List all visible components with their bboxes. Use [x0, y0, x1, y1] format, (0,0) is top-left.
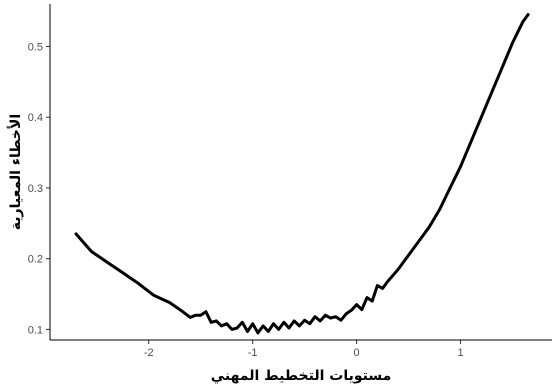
y-axis-ticks: 0.1 0.2 0.3 0.4 0.5 — [28, 41, 50, 336]
y-tick-label: 0.3 — [28, 183, 43, 195]
y-axis-title: الأخطاء المعيارية — [7, 114, 24, 230]
x-axis-ticks: -2 -1 0 1 — [144, 340, 464, 359]
series-line — [74, 13, 530, 335]
x-axis-title: مستويات التخطيط المهني — [211, 368, 392, 384]
y-tick-label: 0.1 — [28, 324, 43, 336]
y-tick-label: 0.5 — [28, 41, 43, 53]
series-group — [74, 13, 530, 335]
y-tick-label: 0.4 — [28, 112, 43, 124]
x-tick-label: 0 — [354, 347, 360, 359]
y-tick-label: 0.2 — [28, 254, 43, 266]
x-tick-label: 1 — [457, 347, 463, 359]
x-tick-label: -1 — [248, 347, 258, 359]
x-tick-label: -2 — [144, 347, 154, 359]
